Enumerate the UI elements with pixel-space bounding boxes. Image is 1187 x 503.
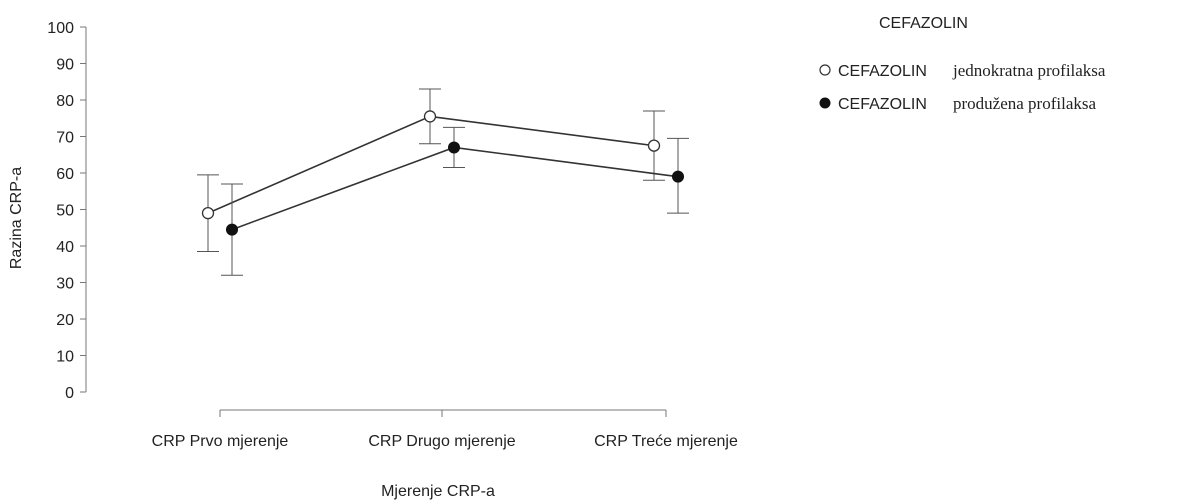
data-point-open [201,206,215,220]
series-line-filled [231,146,679,231]
y-tick-label: 90 [56,57,74,74]
y-tick-label: 100 [47,20,74,37]
y-tick-label: 50 [56,203,74,220]
data-point-open [647,139,661,152]
y-tick-label: 70 [56,130,74,147]
x-axis: CRP Prvo mjerenje CRP Drugo mjerenje CRP T… [152,409,738,450]
legend-title: CEFAZOLIN [879,15,968,32]
legend: CEFAZOLIN CEFAZOLIN jednokratna profilak… [819,15,1106,113]
legend-marker-open [819,64,831,76]
y-axis: 0 10 20 30 40 50 60 70 80 90 100 [47,20,87,402]
legend-label-open-suffix: jednokratna profilaksa [952,61,1106,80]
y-tick-label: 20 [56,312,74,329]
legend-marker-filled [819,97,831,109]
x-axis-title: Mjerenje CRP-a [381,483,495,500]
y-tick-label: 60 [56,166,74,183]
data-point-filled [226,223,238,236]
y-tick-label: 10 [56,349,74,366]
legend-item-open: CEFAZOLIN jednokratna profilaksa [819,61,1106,80]
y-tick-label: 30 [56,276,74,293]
plot-area [197,88,689,276]
y-tick-label: 40 [56,239,74,256]
data-point-filled [672,170,684,183]
y-tick-label: 0 [65,385,74,402]
legend-item-filled: CEFAZOLIN produžena profilaksa [819,94,1096,113]
data-point-filled [448,141,460,154]
x-tick-label: CRP Treće mjerenje [594,433,738,450]
legend-label-filled-suffix: produžena profilaksa [953,94,1096,113]
data-point-open [423,110,437,123]
x-tick-label: CRP Prvo mjerenje [152,433,289,450]
legend-label-open-prefix: CEFAZOLIN [838,63,927,80]
y-axis-title: Razina CRP-a [8,167,25,269]
x-tick-label: CRP Drugo mjerenje [368,433,515,450]
legend-label-filled-prefix: CEFAZOLIN [838,96,927,113]
y-tick-label: 80 [56,93,74,110]
